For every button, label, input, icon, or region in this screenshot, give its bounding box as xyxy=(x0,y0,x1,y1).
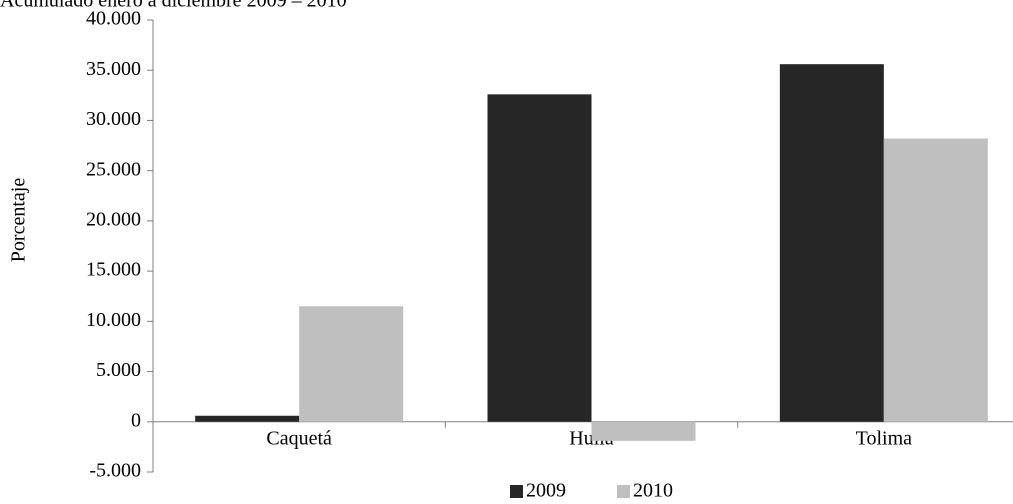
y-tick-label: 35.000 xyxy=(86,58,141,80)
y-tick-label: 40.000 xyxy=(86,8,141,30)
y-tick-label: 20.000 xyxy=(86,208,141,230)
y-tick-label: 0 xyxy=(131,409,141,431)
bar xyxy=(299,306,404,422)
legend-swatch xyxy=(510,485,523,498)
bar xyxy=(195,415,300,422)
legend-swatch xyxy=(617,485,630,498)
bar xyxy=(591,421,696,441)
y-tick-label: 5.000 xyxy=(96,359,141,381)
y-tick-label: -5.000 xyxy=(89,460,141,482)
legend-label: 2010 xyxy=(633,480,673,502)
bar xyxy=(487,94,592,422)
y-axis-label: Porcentaje xyxy=(8,178,30,263)
x-tick-label: Tolima xyxy=(856,428,912,450)
y-tick-label: 30.000 xyxy=(86,108,141,130)
bar xyxy=(883,138,988,422)
x-tick-label: Caquetá xyxy=(266,428,332,450)
y-tick-label: 15.000 xyxy=(86,259,141,281)
y-tick-label: 10.000 xyxy=(86,309,141,331)
chart-subtitle: Acumulado enero a diciembre 2009 – 2010 xyxy=(0,0,347,12)
y-tick-label: 25.000 xyxy=(86,158,141,180)
bar xyxy=(779,64,884,422)
legend-label: 2009 xyxy=(526,480,566,502)
